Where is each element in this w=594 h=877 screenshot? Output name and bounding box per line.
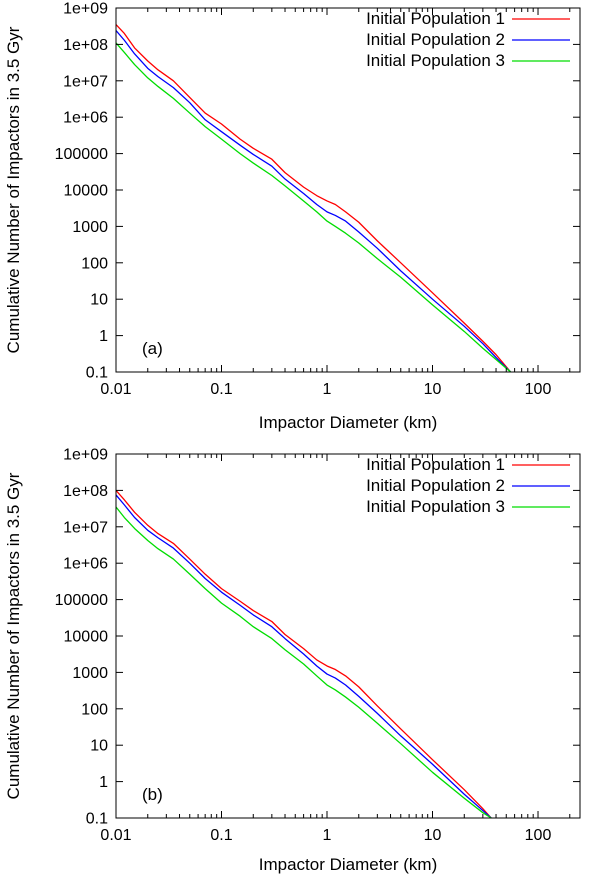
plot-frame — [115, 453, 581, 819]
legend-item-2: Initial Population 2 — [366, 476, 570, 495]
x-tick-label: 0.1 — [210, 827, 232, 844]
y-tick-label: 100000 — [55, 592, 108, 609]
y-tick-label: 1 — [99, 774, 108, 791]
legend: Initial Population 1 Initial Population 2… — [366, 455, 570, 516]
chart-panel-b: 0.01 0.1 1 10 1000.11101001000100001000001e+… — [4, 447, 581, 874]
y-tick-label: 1 — [99, 328, 108, 345]
y-tick-label: 10 — [90, 738, 108, 755]
y-tick-label: 0.1 — [86, 365, 108, 382]
panel-label: (a) — [142, 339, 163, 358]
legend-label: Initial Population 1 — [366, 9, 505, 28]
legend-label: Initial Population 3 — [366, 497, 505, 516]
y-tick-label: 10 — [90, 292, 108, 309]
legend-item-1: Initial Population 1 — [366, 455, 570, 474]
y-tick-label: 100 — [81, 255, 108, 272]
series-line-2 — [116, 494, 492, 818]
y-tick-label: 1000 — [72, 219, 108, 236]
y-tick-label: 1e+06 — [63, 110, 108, 127]
legend-item-3: Initial Population 3 — [366, 497, 570, 516]
legend-item-3: Initial Population 3 — [366, 51, 570, 70]
y-axis-title: Cumulative Number of Impactors in 3.5 Gy… — [4, 26, 23, 353]
y-tick-label: 10000 — [64, 629, 109, 646]
y-tick-label: 1e+07 — [63, 73, 108, 90]
plot-frame — [115, 7, 581, 373]
x-axis-title: Impactor Diameter (km) — [259, 413, 438, 432]
x-tick-label: 0.1 — [210, 381, 232, 398]
y-tick-label: 0.1 — [86, 811, 108, 828]
legend-item-2: Initial Population 2 — [366, 30, 570, 49]
x-axis-title: Impactor Diameter (km) — [259, 855, 438, 874]
y-tick-label: 100 — [81, 701, 108, 718]
y-tick-label: 100000 — [55, 146, 108, 163]
y-tick-label: 1e+09 — [63, 447, 108, 464]
legend-item-1: Initial Population 1 — [366, 9, 570, 28]
x-tick-label: 10 — [424, 827, 442, 844]
legend-label: Initial Population 2 — [366, 30, 505, 49]
y-tick-label: 1e+09 — [63, 1, 108, 18]
x-tick-label: 1 — [323, 827, 332, 844]
series-group — [116, 24, 512, 372]
panel-label: (b) — [142, 785, 163, 804]
legend-label: Initial Population 1 — [366, 455, 505, 474]
x-tick-label: 1 — [323, 381, 332, 398]
series-line-3 — [116, 42, 512, 372]
x-tick-label: 0.01 — [100, 827, 131, 844]
y-tick-label: 1000 — [72, 665, 108, 682]
y-tick-label: 1e+07 — [63, 519, 108, 536]
x-tick-label: 100 — [525, 381, 552, 398]
legend-label: Initial Population 3 — [366, 51, 505, 70]
series-line-1 — [116, 489, 492, 818]
x-tick-label: 100 — [525, 827, 552, 844]
x-tick-label: 0.01 — [100, 381, 131, 398]
chart-panel-a: 0.01 0.1 1 10 1000.11101001000100001000001e+… — [4, 1, 581, 432]
y-axis-title: Cumulative Number of Impactors in 3.5 Gy… — [4, 472, 23, 799]
series-line-3 — [116, 506, 492, 818]
legend: Initial Population 1 Initial Population 2… — [366, 9, 570, 70]
y-tick-label: 10000 — [64, 183, 109, 200]
series-group — [116, 489, 492, 818]
x-tick-label: 10 — [424, 381, 442, 398]
y-tick-label: 1e+08 — [63, 483, 108, 500]
series-line-1 — [116, 24, 512, 372]
legend-label: Initial Population 2 — [366, 476, 505, 495]
series-line-2 — [116, 30, 512, 372]
y-tick-label: 1e+08 — [63, 37, 108, 54]
y-tick-label: 1e+06 — [63, 556, 108, 573]
